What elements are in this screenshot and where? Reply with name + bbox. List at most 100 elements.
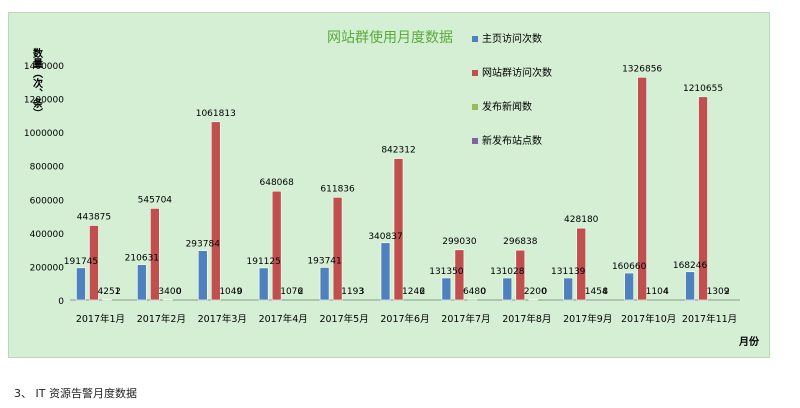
- bar: [698, 96, 708, 301]
- bar: [563, 277, 574, 301]
- data-label: 6480: [463, 287, 486, 297]
- bar: [89, 225, 99, 301]
- bar: [380, 242, 391, 301]
- data-label: 299030: [442, 237, 477, 247]
- data-label: 1104: [646, 287, 669, 297]
- data-label: 168246: [673, 261, 708, 271]
- data-label: 2: [420, 287, 426, 297]
- legend-swatch: [472, 138, 478, 144]
- bar: [197, 250, 208, 301]
- bar: [319, 267, 330, 301]
- data-label: 0: [481, 287, 487, 297]
- data-label: 648068: [260, 178, 295, 188]
- bar: [576, 227, 587, 301]
- legend-label: 发布新闻数: [482, 100, 532, 113]
- data-label: 131028: [490, 267, 525, 277]
- bar: [467, 298, 478, 301]
- bars: [76, 76, 708, 301]
- bar: [393, 158, 404, 301]
- x-tick-label: 2017年4月: [259, 313, 308, 325]
- bar: [150, 208, 160, 301]
- bar: [271, 190, 282, 301]
- legend-swatch: [472, 104, 478, 110]
- data-label: 3400: [158, 287, 181, 297]
- x-tick-label: 2017年8月: [502, 313, 551, 325]
- y-tick-label: 1000000: [24, 129, 64, 139]
- legend-label: 新发布站点数: [482, 134, 542, 147]
- data-label: 8: [602, 287, 608, 297]
- data-label: 4251: [98, 287, 121, 297]
- x-tick-label: 2017年7月: [441, 313, 490, 325]
- data-label: 2: [115, 287, 121, 297]
- x-tick-label: 2017年2月: [137, 313, 186, 325]
- bar: [137, 264, 147, 301]
- legend-label: 主页访问次数: [482, 32, 542, 45]
- y-tick-label: 1200000: [24, 96, 64, 106]
- data-label: 193741: [307, 256, 341, 266]
- data-label: 611836: [320, 184, 355, 194]
- legend-swatch: [472, 36, 478, 42]
- y-tick-label: 0: [58, 297, 64, 307]
- data-label: 4: [663, 287, 669, 297]
- x-tick-label: 2017年11月: [682, 313, 737, 325]
- x-axis-label: 月份: [738, 335, 760, 348]
- bar: [685, 271, 695, 301]
- data-label: 545704: [138, 195, 173, 205]
- data-label: 1049: [219, 287, 242, 297]
- data-labels: 191745 210631 293784 191125 193741 340837 1313…: [64, 64, 730, 297]
- bar: [163, 299, 173, 301]
- data-label: 842312: [381, 146, 415, 156]
- bar: [441, 277, 452, 301]
- bar: [76, 267, 86, 301]
- data-label: 0: [541, 287, 547, 297]
- data-label: 131139: [551, 267, 586, 277]
- data-label: 3: [359, 287, 365, 297]
- data-label: 1076: [280, 287, 303, 297]
- bar: [637, 76, 647, 301]
- data-label: 443875: [77, 212, 111, 222]
- y-tick-label: 200000: [30, 263, 65, 273]
- y-tick-label: 1400000: [24, 62, 64, 72]
- legend-label: 网站群访问次数: [482, 66, 552, 79]
- section-heading: 3、 IT 资源告警月度数据: [14, 387, 137, 400]
- data-label: 1454: [585, 287, 608, 297]
- data-label: 2200: [524, 287, 547, 297]
- x-tick-label: 2017年9月: [563, 313, 612, 325]
- data-label: 1210655: [683, 84, 723, 94]
- data-label: 428180: [564, 215, 599, 225]
- data-label: 160660: [612, 262, 647, 272]
- bar: [258, 267, 269, 301]
- data-label: 340837: [368, 232, 402, 242]
- data-label: 2: [724, 287, 730, 297]
- x-tick-label: 2017年3月: [198, 313, 247, 325]
- x-tick-label: 2017年5月: [319, 313, 368, 325]
- data-label: 1309: [707, 287, 730, 297]
- bar: [624, 272, 634, 301]
- data-label: 1326856: [622, 64, 662, 74]
- data-label: 0: [237, 287, 243, 297]
- x-tick-label: 2017年6月: [380, 313, 429, 325]
- data-label: 191745: [64, 257, 98, 267]
- data-label: 191125: [247, 257, 281, 267]
- data-label: 210631: [125, 254, 159, 264]
- bar: [332, 196, 343, 301]
- y-axis-label: 数量（次、条）: [31, 47, 44, 118]
- bar-chart: 网站群使用月度数据 0 200000 400000 600000 800000 10000…: [24, 29, 760, 348]
- bar: [210, 121, 221, 301]
- data-label: 296838: [503, 237, 538, 247]
- data-label: 1193: [341, 287, 364, 297]
- chart-title: 网站群使用月度数据: [327, 29, 453, 46]
- data-label: 131350: [429, 267, 464, 277]
- x-tick-label: 2017年10月: [621, 313, 676, 325]
- y-axis-title: 数量（次、条）: [31, 47, 44, 118]
- y-tick-label: 400000: [30, 230, 65, 240]
- bar: [454, 249, 465, 301]
- data-label: 2: [298, 287, 304, 297]
- data-label: 293784: [186, 240, 221, 250]
- y-tick-label: 600000: [30, 196, 65, 206]
- data-label: 1246: [402, 287, 425, 297]
- x-tick-label: 2017年1月: [76, 313, 125, 325]
- y-tick-label: 800000: [30, 163, 65, 173]
- data-label: 0: [176, 287, 182, 297]
